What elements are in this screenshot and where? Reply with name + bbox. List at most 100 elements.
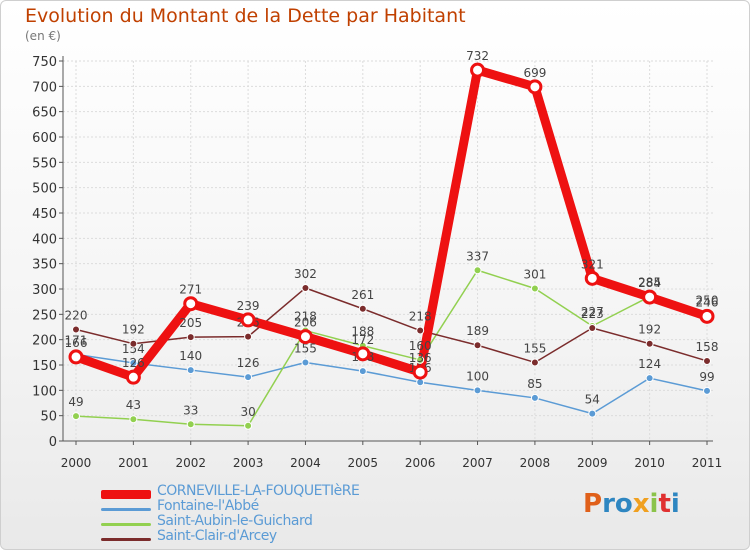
chart-title: Evolution du Montant de la Dette par Hab… xyxy=(25,5,466,27)
legend-swatch xyxy=(101,538,151,541)
x-tick-label: 2006 xyxy=(405,456,436,470)
y-tick-label: 600 xyxy=(32,131,57,146)
y-tick-label: 100 xyxy=(32,384,57,399)
data-label: 192 xyxy=(638,323,661,337)
data-label: 321 xyxy=(581,257,604,271)
data-label: 188 xyxy=(351,325,374,339)
data-point xyxy=(186,333,195,342)
data-label: 158 xyxy=(696,340,719,354)
data-point xyxy=(473,266,482,275)
y-tick-label: 350 xyxy=(32,258,57,273)
data-label: 218 xyxy=(409,310,432,324)
data-point xyxy=(244,332,253,341)
data-label: 136 xyxy=(409,351,432,365)
series-line-4 xyxy=(75,287,708,364)
data-label: 227 xyxy=(581,305,604,319)
data-point xyxy=(355,346,371,362)
data-label: 154 xyxy=(122,342,145,356)
y-tick-label: 400 xyxy=(32,232,57,247)
x-tick-label: 2001 xyxy=(118,456,149,470)
legend-label: Saint-Aubin-le-Guichard xyxy=(157,513,313,529)
x-tick-label: 2003 xyxy=(233,456,264,470)
data-point xyxy=(645,374,654,383)
x-tick-label: 2010 xyxy=(634,456,665,470)
series-line-2 xyxy=(75,353,708,415)
y-tick-label: 300 xyxy=(32,283,57,298)
data-label: 171 xyxy=(65,333,88,347)
data-point xyxy=(588,324,597,333)
data-point xyxy=(588,409,597,418)
data-point xyxy=(125,369,141,385)
data-point xyxy=(530,284,539,293)
data-label: 155 xyxy=(294,341,317,355)
chart-unit-label: (en €) xyxy=(25,29,61,43)
data-label: 699 xyxy=(523,66,546,80)
data-point xyxy=(72,325,80,334)
legend-label: Saint-Clair-d'Arcey xyxy=(157,528,277,544)
data-label: 220 xyxy=(65,309,88,323)
data-point xyxy=(699,308,715,324)
data-label: 732 xyxy=(466,49,489,63)
data-point xyxy=(297,329,313,345)
data-label: 189 xyxy=(466,324,489,338)
data-label: 271 xyxy=(179,283,202,297)
data-point xyxy=(530,358,539,367)
data-label: 285 xyxy=(638,276,661,290)
data-label: 49 xyxy=(68,395,83,409)
data-point xyxy=(416,378,425,387)
y-tick-label: 200 xyxy=(32,334,57,349)
data-point xyxy=(416,326,425,335)
data-label: 172 xyxy=(351,333,374,347)
data-label: 337 xyxy=(466,249,489,263)
data-point xyxy=(642,289,658,305)
data-label: 166 xyxy=(65,336,88,350)
data-label: 99 xyxy=(699,370,714,384)
data-point xyxy=(703,386,711,395)
data-label: 124 xyxy=(638,357,661,371)
data-point xyxy=(301,358,310,367)
data-label: 301 xyxy=(523,267,546,281)
data-point xyxy=(129,415,138,424)
legend-label: Fontaine-l'Abbé xyxy=(157,498,259,514)
y-tick-label: 650 xyxy=(32,106,57,121)
data-point xyxy=(416,355,425,364)
data-label: 85 xyxy=(527,377,542,391)
data-point xyxy=(129,339,138,348)
data-point xyxy=(186,420,195,429)
y-tick-label: 0 xyxy=(49,435,57,450)
data-point xyxy=(72,412,80,421)
data-point xyxy=(240,312,256,328)
data-point xyxy=(703,356,711,365)
data-label: 284 xyxy=(638,276,661,290)
data-label: 205 xyxy=(179,316,202,330)
data-label: 250 xyxy=(696,293,719,307)
x-tick-label: 2011 xyxy=(692,456,723,470)
x-tick-label: 2004 xyxy=(290,456,321,470)
data-point xyxy=(301,283,310,292)
data-point xyxy=(473,386,482,395)
y-tick-label: 450 xyxy=(32,207,57,222)
data-label: 239 xyxy=(237,299,260,313)
data-point xyxy=(244,421,253,430)
data-point xyxy=(412,364,428,380)
data-point xyxy=(584,270,600,286)
y-tick-label: 550 xyxy=(32,156,57,171)
y-tick-label: 150 xyxy=(32,359,57,374)
data-label: 192 xyxy=(122,323,145,337)
x-tick-label: 2008 xyxy=(520,456,551,470)
data-point xyxy=(129,358,138,367)
data-point xyxy=(183,296,199,312)
data-label: 223 xyxy=(581,307,604,321)
data-label: 261 xyxy=(351,288,374,302)
data-point xyxy=(470,62,486,78)
x-tick-label: 2005 xyxy=(348,456,379,470)
data-point xyxy=(358,367,367,376)
data-label: 246 xyxy=(696,295,719,309)
x-tick-label: 2000 xyxy=(61,456,92,470)
legend-swatch xyxy=(101,490,151,499)
series-line-3 xyxy=(75,269,708,427)
data-label: 126 xyxy=(237,356,260,370)
x-tick-label: 2009 xyxy=(577,456,608,470)
data-point xyxy=(527,79,543,95)
